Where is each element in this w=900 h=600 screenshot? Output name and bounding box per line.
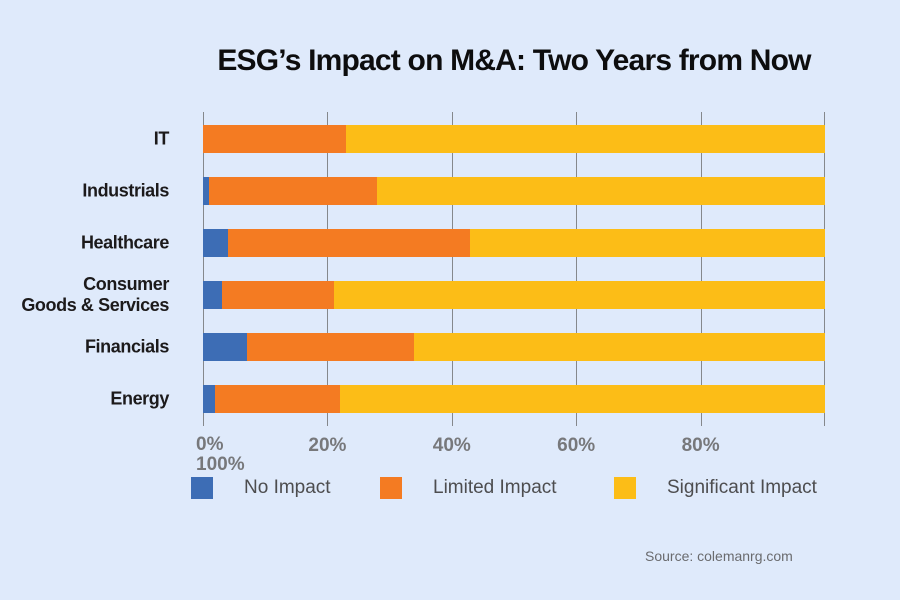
x-axis: 20% 40% 60% 80% 0% 100% <box>196 415 825 479</box>
category-label: Consumer Goods & Services <box>21 274 169 315</box>
legend-swatch <box>191 477 213 499</box>
gridline-0 <box>203 112 204 415</box>
bar-segment-significant-impact <box>346 125 825 153</box>
axis-tick <box>824 415 825 426</box>
bar-row-5 <box>203 333 825 361</box>
axis-tick <box>327 415 329 426</box>
axis-tick-label: 80% <box>681 435 720 456</box>
legend-label: No Impact <box>244 477 331 498</box>
legend-label: Limited Impact <box>433 477 557 498</box>
bar-segment-no-impact <box>203 281 222 309</box>
bar-row-6 <box>203 385 825 413</box>
axis-tick <box>576 415 578 426</box>
legend-label: Significant Impact <box>667 477 817 498</box>
gridline-20 <box>327 112 329 415</box>
bar-row-4 <box>203 281 825 309</box>
bar-row-2 <box>203 177 825 205</box>
bar-segment-no-impact <box>203 229 228 257</box>
bar-segment-limited-impact <box>215 385 340 413</box>
axis-tick <box>700 415 702 426</box>
axis-tick-label: 40% <box>432 435 471 456</box>
category-label: Financials <box>84 336 169 357</box>
bar-segment-limited-impact <box>203 125 347 153</box>
axis-tick <box>203 415 204 426</box>
category-label: Energy <box>110 388 169 409</box>
legend-item-limited-impact: Limited Impact <box>380 476 557 500</box>
axis-tick-label: 20% <box>308 435 347 456</box>
bar-segment-significant-impact <box>470 229 825 257</box>
axis-tick <box>451 415 453 426</box>
legend-swatch <box>614 477 636 499</box>
legend-item-no-impact: No Impact <box>191 476 331 500</box>
bar-segment-significant-impact <box>377 177 825 205</box>
legend-swatch <box>380 477 402 499</box>
category-axis: IT Industrials Healthcare Consumer Goods & S… <box>0 112 169 415</box>
source-text: Source: colemanrg.com <box>645 548 793 564</box>
bar-row-1 <box>203 125 825 153</box>
plot-area <box>203 112 825 415</box>
bar-segment-no-impact <box>203 385 216 413</box>
gridline-100 <box>824 112 825 415</box>
category-label: IT <box>153 128 170 149</box>
bar-segment-no-impact <box>203 177 210 205</box>
bar-segment-no-impact <box>203 333 247 361</box>
axis-tick-label-0-100: 0% 100% <box>196 434 245 475</box>
bar-row-3 <box>203 229 825 257</box>
bar-segment-limited-impact <box>209 177 378 205</box>
legend-item-significant-impact: Significant Impact <box>614 476 817 500</box>
category-label: Healthcare <box>80 232 169 253</box>
bar-segment-limited-impact <box>227 229 471 257</box>
chart-title: ESG’s Impact on M&A: Two Years from Now <box>217 44 811 77</box>
legend: No Impact Limited Impact Significant Impac… <box>0 476 900 502</box>
gridline-60 <box>576 112 578 415</box>
gridline-80 <box>700 112 702 415</box>
bar-segment-limited-impact <box>246 333 415 361</box>
bar-segment-significant-impact <box>339 385 825 413</box>
category-label: Industrials <box>82 180 169 201</box>
gridline-40 <box>451 112 453 415</box>
bar-segment-significant-impact <box>333 281 825 309</box>
bar-segment-limited-impact <box>221 281 334 309</box>
bar-segment-significant-impact <box>414 333 825 361</box>
axis-tick-label: 60% <box>557 435 596 456</box>
